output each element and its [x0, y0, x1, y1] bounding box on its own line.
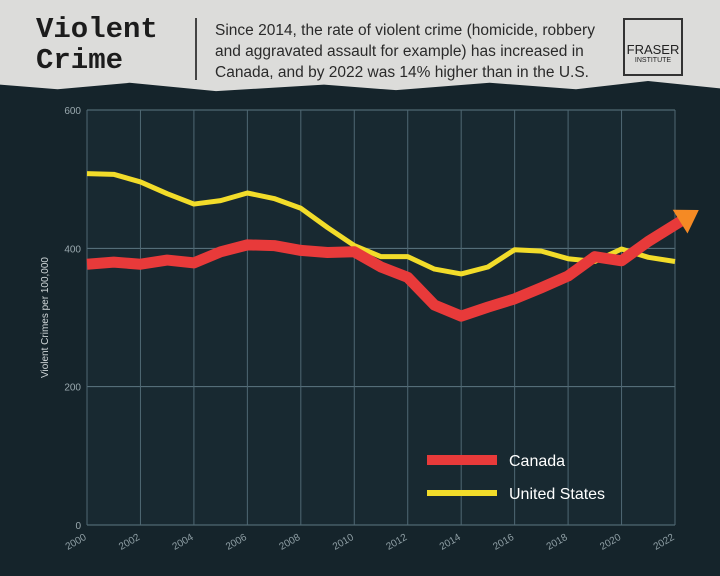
y-tick-label: 200: [64, 383, 81, 394]
fraser-logo: FRASER INSTITUTE: [623, 18, 683, 76]
legend-label: United States: [509, 486, 605, 503]
title-line-1: Violent: [36, 13, 158, 46]
x-tick-label: 2018: [545, 532, 570, 553]
legend-label: Canada: [509, 453, 565, 470]
x-tick-label: 2022: [652, 532, 677, 553]
logo-line-2: INSTITUTE: [634, 57, 672, 64]
arrowhead-icon: [672, 209, 699, 234]
x-tick-label: 2016: [491, 532, 516, 553]
x-tick-label: 2008: [278, 532, 303, 553]
y-axis-label: Violent Crimes per 100,000: [40, 257, 51, 378]
y-tick-label: 400: [64, 244, 81, 255]
subtitle: Since 2014, the rate of violent crime (h…: [215, 22, 595, 81]
x-tick-label: 2002: [117, 532, 142, 553]
x-tick-label: 2020: [598, 532, 623, 553]
y-tick-label: 600: [64, 106, 81, 117]
x-tick-label: 2010: [331, 532, 356, 553]
divider: [195, 18, 197, 80]
x-tick-label: 2004: [171, 532, 196, 553]
series-line-canada: [86, 214, 687, 322]
x-tick-label: 2014: [438, 532, 463, 553]
x-tick-label: 2006: [224, 532, 249, 553]
logo-line-1: FRASER: [626, 42, 680, 57]
y-tick-label: 0: [75, 521, 81, 532]
x-tick-label: 2012: [384, 532, 409, 553]
x-tick-label: 2000: [64, 532, 89, 553]
plot-area: [87, 110, 675, 525]
title-line-2: Crime: [36, 44, 124, 77]
header-banner: Violent Crime Since 2014, the rate of vio…: [0, 0, 720, 92]
title: Violent Crime: [36, 14, 158, 76]
